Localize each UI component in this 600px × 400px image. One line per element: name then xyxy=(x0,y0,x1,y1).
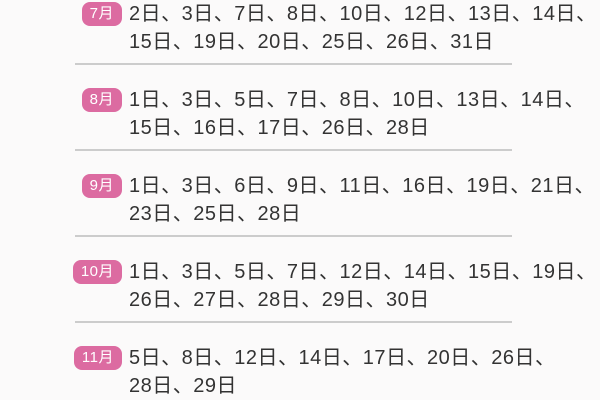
date-line: 5日、8日、12日、14日、17日、20日、26日、 xyxy=(129,347,556,369)
date-list: 2日、3日、7日、8日、10日、12日、13日、14日、 15日、19日、20日… xyxy=(129,0,596,56)
date-list: 1日、3日、5日、7日、8日、10日、13日、14日、 15日、16日、17日、… xyxy=(129,86,585,142)
date-line: 1日、3日、5日、7日、12日、14日、15日、19日、 xyxy=(129,261,597,283)
month-badge: 11月 xyxy=(73,346,122,370)
date-line: 15日、19日、20日、25日、26日、31日 xyxy=(129,31,494,53)
date-list: 1日、3日、5日、7日、12日、14日、15日、19日、 26日、27日、28日… xyxy=(129,258,596,314)
date-line: 23日、25日、28日 xyxy=(129,203,302,225)
month-section-november: 11月 5日、8日、12日、14日、17日、20日、26日、 28日、29日 xyxy=(0,344,600,400)
month-section-october: 10月 1日、3日、5日、7日、12日、14日、15日、19日、 26日、27日… xyxy=(0,258,600,314)
section-divider xyxy=(75,321,512,323)
section-divider xyxy=(75,63,512,65)
section-divider xyxy=(75,235,512,237)
month-section-july: 7月 2日、3日、7日、8日、10日、12日、13日、14日、 15日、19日、… xyxy=(0,0,600,56)
date-line: 15日、16日、17日、26日、28日 xyxy=(129,117,430,139)
month-badge-cell: 8月 xyxy=(0,86,122,112)
date-line: 1日、3日、5日、7日、8日、10日、13日、14日、 xyxy=(129,89,585,111)
date-list: 1日、3日、6日、9日、11日、16日、19日、21日、 23日、25日、28日 xyxy=(129,172,595,228)
date-line: 2日、3日、7日、8日、10日、12日、13日、14日、 xyxy=(129,3,597,25)
month-badge-cell: 10月 xyxy=(0,258,122,284)
date-line: 1日、3日、6日、9日、11日、16日、19日、21日、 xyxy=(129,175,595,197)
month-badge: 7月 xyxy=(81,2,122,26)
date-line: 28日、29日 xyxy=(129,375,237,397)
date-line: 26日、27日、28日、29日、30日 xyxy=(129,289,430,311)
month-badge: 9月 xyxy=(81,174,122,198)
month-badge: 8月 xyxy=(81,88,122,112)
month-badge-cell: 9月 xyxy=(0,172,122,198)
date-list: 5日、8日、12日、14日、17日、20日、26日、 28日、29日 xyxy=(129,344,555,400)
month-section-august: 8月 1日、3日、5日、7日、8日、10日、13日、14日、 15日、16日、1… xyxy=(0,86,600,142)
month-section-september: 9月 1日、3日、6日、9日、11日、16日、19日、21日、 23日、25日、… xyxy=(0,172,600,228)
month-badge-cell: 11月 xyxy=(0,344,122,370)
month-badge: 10月 xyxy=(72,260,122,284)
section-divider xyxy=(75,149,512,151)
month-badge-cell: 7月 xyxy=(0,0,122,26)
